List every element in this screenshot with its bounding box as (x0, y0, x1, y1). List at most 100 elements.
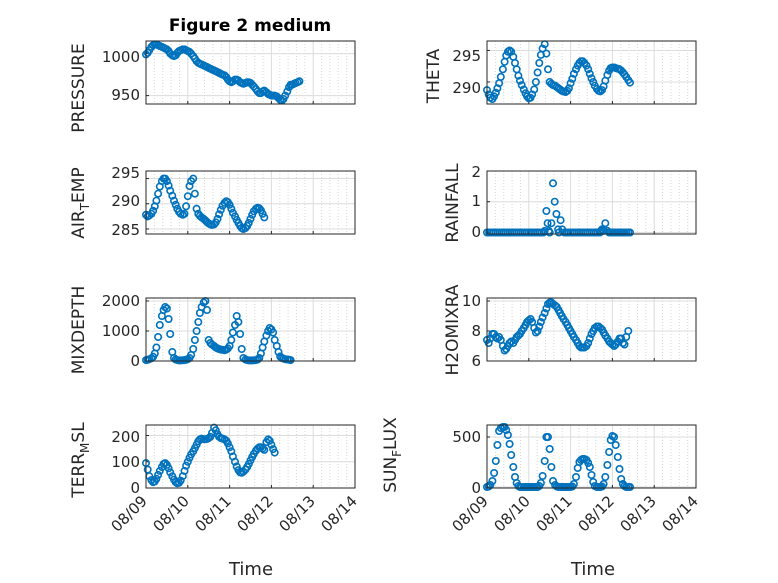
data-point (270, 448, 279, 457)
data-point (603, 460, 612, 469)
data-point (484, 338, 493, 347)
y-axis-label: THETA (424, 48, 444, 104)
data-point (597, 86, 606, 95)
data-point (260, 213, 269, 222)
air-temp-markers (142, 174, 269, 234)
data-point (274, 347, 283, 356)
y-tick-label: 8 (471, 322, 481, 340)
y-tick-label: 1000 (102, 322, 140, 340)
data-point (542, 207, 551, 216)
y-axis-label: MIXDEPTH (69, 286, 89, 375)
axes-box (486, 424, 697, 489)
data-point (498, 65, 507, 74)
data-point (210, 220, 219, 229)
data-point (183, 192, 192, 201)
data-point (491, 88, 500, 97)
rainfall-markers (482, 179, 634, 237)
data-point (571, 472, 580, 481)
data-point (613, 452, 622, 461)
data-point (535, 58, 544, 67)
data-point (531, 328, 540, 337)
data-point (267, 440, 276, 449)
y-axis-label-rest: LUX (381, 417, 401, 450)
y-axis-label-rest: SL (69, 422, 89, 443)
axes-box (486, 297, 697, 362)
mixdepth-markers (142, 296, 295, 365)
data-point (227, 204, 236, 213)
data-point (176, 476, 185, 485)
data-point (584, 458, 593, 467)
y-axis-label: TERRMSL (69, 422, 92, 499)
data-point (542, 304, 551, 313)
data-point (536, 478, 545, 487)
y-tick-label: 200 (111, 428, 140, 446)
y-tick-label: 295 (111, 164, 140, 182)
data-point (260, 445, 269, 454)
data-point (152, 196, 161, 205)
data-point (569, 479, 578, 488)
figure-title: Figure 2 medium (169, 16, 331, 36)
axes-box (486, 170, 697, 235)
panel-theta: 290 295 THETA (424, 40, 697, 105)
data-point (225, 200, 234, 209)
data-point (569, 69, 578, 78)
data-point (601, 472, 610, 481)
data-point (509, 462, 518, 471)
panel-grid (146, 171, 355, 234)
y-tick-label: 10 (462, 292, 481, 310)
panel-air-temp: 285 290 295 AIRTEMP (69, 164, 356, 239)
data-point (533, 68, 542, 77)
panel-rainfall: 0 1 2 RAINFALL (443, 163, 697, 243)
panel-terr-msl: 0 100 200 TERRMSL (69, 422, 356, 499)
y-axis-label: SUNFLUX (381, 417, 404, 493)
data-point (617, 474, 626, 483)
data-point (540, 456, 549, 465)
data-point (161, 302, 170, 311)
data-point (215, 210, 224, 219)
y-tick-label: 1 (471, 192, 481, 210)
data-point (253, 355, 262, 364)
data-point (531, 78, 540, 87)
data-point (281, 91, 290, 100)
y-tick-label: 0 (130, 352, 140, 370)
data-point (206, 432, 215, 441)
data-point (545, 444, 554, 453)
data-point (547, 462, 556, 471)
data-point (538, 471, 547, 480)
data-point (585, 69, 594, 78)
y-tick-label: 100 (111, 453, 140, 471)
data-point (185, 182, 194, 191)
sun-flux-markers (482, 422, 634, 491)
data-point (190, 335, 199, 344)
data-point (543, 219, 552, 228)
data-point (154, 189, 163, 198)
data-point (552, 210, 561, 219)
data-point (589, 78, 598, 87)
y-axis-label-subscript: F (390, 450, 404, 457)
theta-markers (482, 40, 634, 104)
data-point (610, 432, 619, 441)
y-tick-label: 0 (130, 479, 140, 497)
data-point (530, 85, 539, 94)
data-point (239, 467, 248, 476)
data-point (236, 329, 245, 338)
h2omixra-markers (482, 298, 633, 355)
data-point (502, 425, 511, 434)
data-point (514, 71, 523, 80)
data-point (162, 304, 171, 313)
data-point (194, 317, 203, 326)
data-point (556, 216, 565, 225)
y-axis-label-main: AIR (69, 210, 89, 239)
data-point (484, 482, 493, 491)
data-point (164, 314, 173, 323)
data-point (223, 439, 232, 448)
data-point (568, 74, 577, 83)
data-point (164, 464, 173, 473)
y-tick-label: 290 (452, 79, 481, 97)
data-point (548, 179, 557, 188)
data-point (566, 79, 575, 88)
y-axis-label-subscript: T (78, 202, 92, 211)
data-point (599, 479, 608, 488)
y-tick-label: 0 (471, 223, 481, 241)
data-point (535, 322, 544, 331)
